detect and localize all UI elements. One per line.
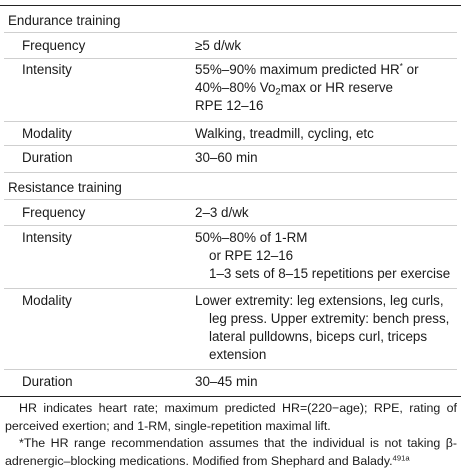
endurance-modality-value: Walking, treadmill, cycling, etc (195, 126, 374, 141)
row-separator (4, 172, 457, 173)
row-separator (4, 369, 457, 370)
resistance-modality-line-1: Lower extremity: leg extensions, leg cur… (195, 293, 444, 308)
table-bottom-rule (0, 396, 461, 397)
resistance-modality-line-3: lateral pulldowns, biceps curl, triceps (209, 329, 428, 345)
section-title-resistance: Resistance training (8, 180, 122, 195)
endurance-frequency-value: ≥5 d/wk (195, 38, 242, 53)
resistance-modality-value: Lower extremity: leg extensions, leg cur… (195, 292, 449, 364)
endurance-frequency-label: Frequency (22, 38, 86, 53)
endurance-modality-label: Modality (22, 126, 72, 141)
resistance-intensity-line-2: or RPE 12–16 (209, 248, 294, 264)
footnote-abbreviations: HR indicates heart rate; maximum predict… (5, 401, 457, 433)
section-title-endurance: Endurance training (8, 13, 121, 28)
resistance-duration-label: Duration (22, 374, 73, 389)
endurance-intensity-line-1: 55%–90% maximum predicted HR* or (195, 61, 419, 77)
endurance-intensity-label: Intensity (22, 62, 72, 77)
endurance-intensity-line-2: 40%–80% Vo2max or HR reserve (195, 80, 393, 97)
resistance-intensity-line-3: 1–3 sets of 8–15 repetitions per exercis… (209, 266, 451, 282)
row-separator (4, 145, 457, 146)
endurance-intensity-value: 55%–90% maximum predicted HR* or 40%–80%… (195, 61, 419, 115)
resistance-intensity-label: Intensity (22, 230, 72, 245)
row-separator (4, 32, 457, 33)
endurance-duration-value: 30–60 min (195, 150, 258, 165)
resistance-frequency-label: Frequency (22, 205, 86, 220)
endurance-intensity-line-3: RPE 12–16 (195, 98, 264, 114)
resistance-modality-line-2: leg press. Upper extremity: bench press, (209, 311, 450, 327)
row-separator (4, 288, 457, 289)
resistance-duration-value: 30–45 min (195, 374, 258, 389)
resistance-intensity-line-1: 50%–80% of 1-RM (195, 230, 308, 245)
resistance-modality-label: Modality (22, 293, 72, 308)
row-separator (4, 121, 457, 122)
footnotes: HR indicates heart rate; maximum predict… (0, 400, 461, 470)
resistance-intensity-value: 50%–80% of 1-RM or RPE 12–16 1–3 sets of… (195, 229, 450, 283)
row-separator (4, 225, 457, 226)
resistance-modality-line-4: extension (209, 347, 267, 363)
footnote-reference: 491a (392, 453, 410, 463)
row-separator (4, 58, 457, 59)
footnote-hr-range: *The HR range recommendation assumes tha… (5, 436, 457, 468)
table-top-rule (0, 5, 461, 6)
endurance-duration-label: Duration (22, 150, 73, 165)
resistance-frequency-value: 2–3 d/wk (195, 205, 249, 220)
row-separator (4, 199, 457, 200)
